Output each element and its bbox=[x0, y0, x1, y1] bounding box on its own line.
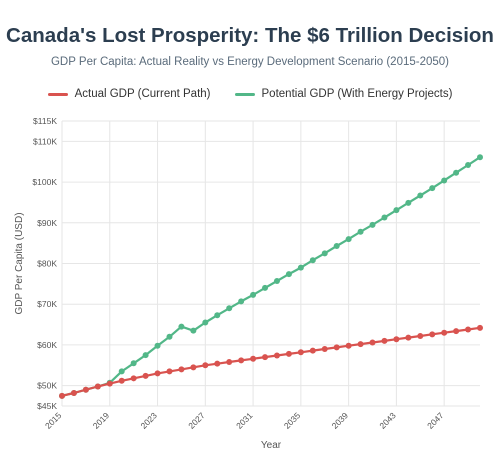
data-point-actual bbox=[142, 372, 149, 379]
data-point-potential bbox=[285, 271, 292, 278]
y-tick-label: $70K bbox=[37, 299, 57, 309]
data-point-actual bbox=[273, 352, 280, 359]
data-point-actual bbox=[429, 331, 436, 338]
chart-legend: Actual GDP (Current Path) Potential GDP … bbox=[0, 88, 500, 100]
legend-label-actual: Actual GDP (Current Path) bbox=[74, 88, 211, 100]
data-point-actual bbox=[441, 329, 448, 336]
data-point-potential bbox=[417, 192, 424, 199]
data-point-actual bbox=[465, 326, 472, 333]
data-point-actual bbox=[59, 392, 65, 399]
data-point-actual bbox=[357, 341, 364, 348]
data-point-potential bbox=[297, 264, 304, 271]
data-point-actual bbox=[369, 339, 376, 346]
data-point-actual bbox=[106, 380, 113, 387]
data-point-actual bbox=[262, 354, 269, 361]
data-point-potential bbox=[118, 368, 125, 375]
data-point-actual bbox=[309, 347, 316, 354]
data-point-potential bbox=[477, 154, 483, 161]
data-point-actual bbox=[94, 383, 101, 390]
data-point-actual bbox=[154, 370, 161, 377]
data-point-potential bbox=[214, 312, 221, 319]
x-tick-label: 2043 bbox=[377, 410, 398, 431]
data-point-potential bbox=[226, 305, 233, 312]
x-tick-label: 2035 bbox=[282, 410, 303, 431]
data-point-actual bbox=[477, 324, 483, 331]
data-point-actual bbox=[70, 389, 77, 396]
data-point-potential bbox=[429, 185, 436, 192]
legend-item-potential[interactable]: Potential GDP (With Energy Projects) bbox=[234, 88, 453, 100]
data-point-potential bbox=[333, 242, 340, 249]
data-point-potential bbox=[154, 342, 161, 349]
data-point-potential bbox=[381, 214, 388, 221]
data-point-actual bbox=[190, 364, 197, 371]
series-line-potential bbox=[61, 156, 481, 397]
y-tick-label: $50K bbox=[37, 381, 57, 391]
y-tick-label: $60K bbox=[37, 340, 57, 350]
chart-subtitle: GDP Per Capita: Actual Reality vs Energy… bbox=[50, 56, 450, 68]
data-point-potential bbox=[465, 161, 472, 168]
data-point-actual bbox=[285, 350, 292, 357]
data-point-actual bbox=[453, 328, 460, 335]
data-point-actual bbox=[381, 337, 388, 344]
data-point-actual bbox=[297, 349, 304, 356]
y-axis-title: GDP Per Capita (USD) bbox=[14, 212, 25, 314]
data-point-potential bbox=[202, 319, 209, 326]
legend-swatch-potential bbox=[234, 92, 255, 96]
y-tick-label: $80K bbox=[37, 259, 57, 269]
data-point-actual bbox=[321, 346, 328, 352]
data-point-actual bbox=[226, 359, 233, 366]
y-tick-label: $115K bbox=[33, 116, 57, 126]
x-tick-label: 2027 bbox=[186, 410, 207, 431]
data-point-potential bbox=[405, 199, 412, 206]
data-point-potential bbox=[357, 228, 364, 235]
x-tick-label: 2023 bbox=[139, 410, 160, 431]
data-point-potential bbox=[238, 298, 245, 305]
x-tick-label: 2019 bbox=[91, 410, 112, 431]
data-point-potential bbox=[393, 207, 400, 214]
chart-title: Canada's Lost Prosperity: The $6 Trillio… bbox=[6, 24, 494, 47]
data-point-potential bbox=[321, 250, 328, 257]
data-point-actual bbox=[166, 368, 173, 375]
data-point-actual bbox=[214, 360, 221, 367]
data-point-actual bbox=[393, 336, 400, 343]
data-point-potential bbox=[345, 236, 352, 243]
data-point-potential bbox=[369, 221, 376, 228]
data-point-actual bbox=[417, 332, 424, 339]
data-point-actual bbox=[178, 366, 185, 373]
data-point-potential bbox=[142, 352, 149, 359]
data-point-potential bbox=[190, 327, 197, 334]
data-point-actual bbox=[82, 386, 89, 393]
x-tick-label: 2047 bbox=[425, 410, 446, 431]
data-point-potential bbox=[130, 360, 137, 367]
data-point-potential bbox=[273, 278, 280, 285]
x-tick-label: 2031 bbox=[234, 410, 255, 431]
data-point-actual bbox=[130, 375, 137, 382]
legend-item-actual[interactable]: Actual GDP (Current Path) bbox=[47, 88, 211, 100]
data-point-potential bbox=[453, 169, 460, 176]
data-point-actual bbox=[238, 357, 245, 364]
data-point-actual bbox=[250, 355, 257, 362]
data-point-potential bbox=[262, 284, 269, 291]
data-point-potential bbox=[441, 177, 448, 184]
data-point-actual bbox=[345, 342, 352, 349]
data-point-potential bbox=[178, 323, 185, 330]
y-tick-label: $100K bbox=[32, 177, 57, 187]
legend-swatch-actual bbox=[47, 92, 68, 96]
x-axis-title: Year bbox=[261, 440, 282, 451]
x-tick-label: 2039 bbox=[330, 410, 351, 431]
data-point-potential bbox=[309, 257, 316, 264]
y-tick-label: $45K bbox=[37, 401, 57, 411]
data-point-potential bbox=[250, 291, 257, 298]
data-point-actual bbox=[202, 362, 209, 369]
legend-label-potential: Potential GDP (With Energy Projects) bbox=[261, 88, 453, 100]
data-point-actual bbox=[118, 377, 125, 384]
data-point-actual bbox=[333, 344, 340, 351]
data-point-actual bbox=[405, 334, 412, 341]
data-point-potential bbox=[166, 333, 173, 340]
y-tick-label: $90K bbox=[37, 218, 57, 228]
y-tick-label: $110K bbox=[33, 136, 57, 146]
x-tick-label: 2015 bbox=[43, 410, 64, 431]
